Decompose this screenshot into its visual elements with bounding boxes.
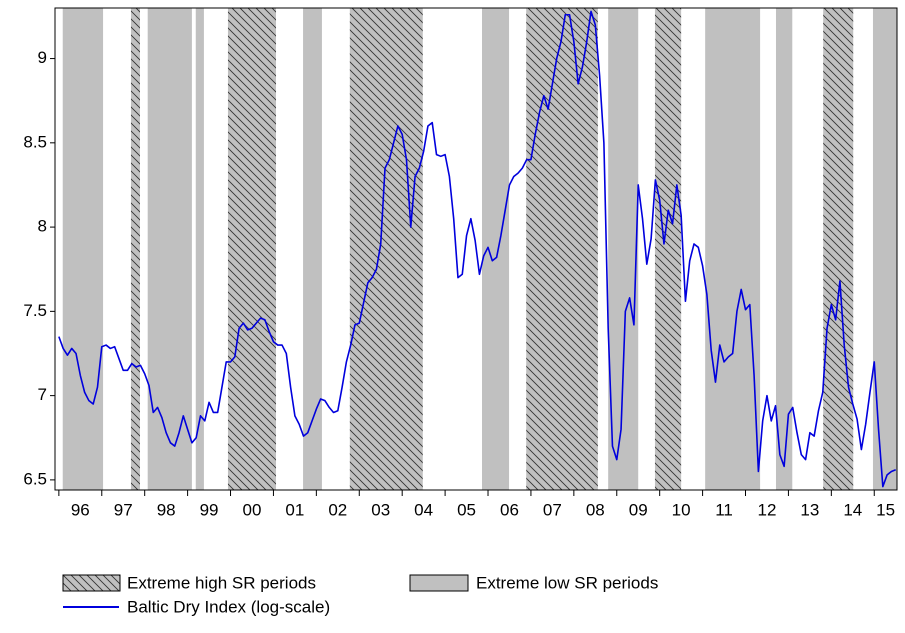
- x-tick-label: 98: [157, 500, 176, 519]
- x-tick-label: 97: [114, 500, 133, 519]
- x-tick-label: 96: [71, 500, 90, 519]
- high-sr-period: [130, 8, 140, 490]
- bands: [62, 8, 897, 490]
- x-tick-label: 14: [843, 500, 862, 519]
- legend-label: Baltic Dry Index (log-scale): [127, 597, 330, 616]
- low-sr-period: [62, 8, 104, 490]
- x-tick-label: 12: [758, 500, 777, 519]
- x-tick-label: 13: [800, 500, 819, 519]
- low-sr-period: [195, 8, 204, 490]
- data-line: [58, 10, 897, 488]
- high-sr-period: [526, 8, 598, 490]
- x-tick-label: 10: [672, 500, 691, 519]
- high-sr-period: [349, 8, 423, 490]
- low-sr-period: [608, 8, 639, 490]
- high-sr-period: [654, 8, 682, 490]
- x-tick-label: 01: [285, 500, 304, 519]
- low-sr-period: [303, 8, 322, 490]
- y-tick-label: 7.5: [23, 301, 47, 320]
- axes: 6.5 7 7.5 8 8.5 9 96 97 98 99 00 01 02 03 04 05 06 07 08 09…: [23, 48, 895, 519]
- x-tick-label: 04: [414, 500, 433, 519]
- low-sr-period: [872, 8, 897, 490]
- x-tick-label: 11: [715, 500, 733, 519]
- low-sr-period: [775, 8, 793, 490]
- low-sr-period: [482, 8, 510, 490]
- y-tick-label: 8: [38, 217, 47, 236]
- y-tick-label: 8.5: [23, 132, 47, 151]
- x-tick-label: 07: [543, 500, 562, 519]
- x-tick-label: 00: [243, 500, 262, 519]
- plot-frame: [54, 7, 898, 491]
- low-sr-period: [705, 8, 761, 490]
- y-tick-label: 6.5: [23, 469, 47, 488]
- low-sr-period: [147, 8, 192, 490]
- x-tick-label: 08: [586, 500, 605, 519]
- lines: [58, 10, 897, 488]
- legend-label: Extreme low SR periods: [476, 573, 658, 592]
- x-tick-label: 03: [371, 500, 390, 519]
- y-tick-label: 9: [38, 48, 47, 67]
- legend-label: Extreme high SR periods: [127, 573, 316, 592]
- x-tick-label: 02: [328, 500, 347, 519]
- x-tick-label: 99: [200, 500, 219, 519]
- x-tick-label: 05: [457, 500, 476, 519]
- high-sr-period: [227, 8, 277, 490]
- legend-swatch-high: [62, 574, 121, 592]
- high-sr-period: [823, 8, 854, 490]
- x-tick-label: 06: [500, 500, 519, 519]
- y-tick-label: 7: [38, 385, 47, 404]
- x-tick-label: 09: [629, 500, 648, 519]
- legend-swatch-low: [409, 574, 469, 592]
- x-tick-label: 15: [876, 500, 895, 519]
